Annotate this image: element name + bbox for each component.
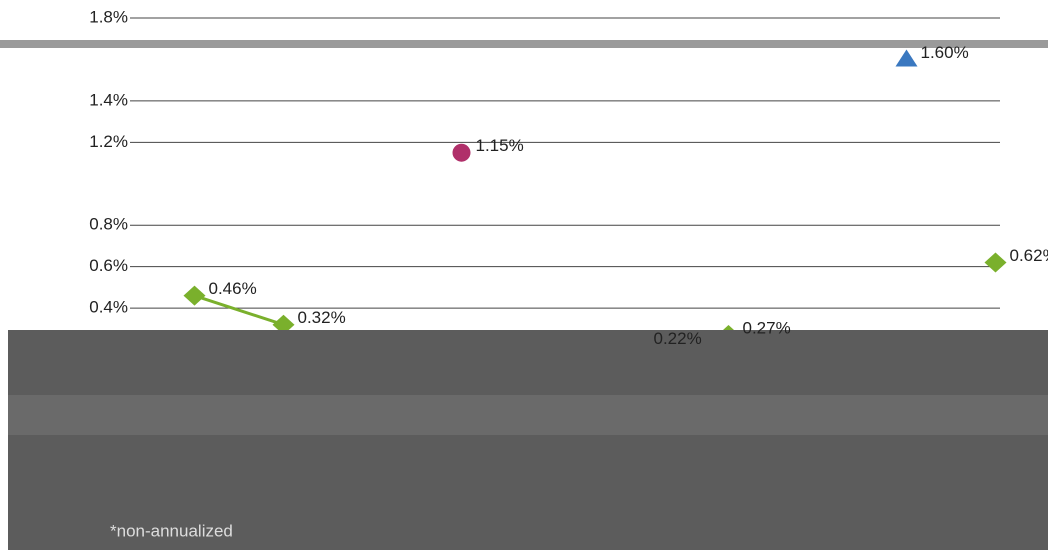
marker	[183, 285, 206, 306]
y-tick-label: 0.6%	[89, 256, 128, 275]
y-tick-label: 0.4%	[89, 298, 128, 317]
data-label: 0.27%	[743, 319, 791, 338]
y-tick-label: 0.8%	[89, 215, 128, 234]
glitch-strip	[8, 395, 1048, 435]
data-label: 0.62%	[1010, 246, 1048, 265]
data-label: 0.46%	[209, 279, 257, 298]
data-label: 1.15%	[476, 136, 524, 155]
marker	[984, 252, 1007, 273]
data-label: 1.60%	[921, 43, 969, 62]
marker	[272, 314, 295, 335]
glitch-block	[8, 330, 1048, 550]
y-tick-label: 1.8%	[89, 7, 128, 26]
footnote: *non-annualized	[110, 521, 233, 540]
glitch-band	[0, 40, 1048, 48]
marker	[452, 143, 471, 162]
series-line	[194, 294, 284, 327]
y-tick-label: 1.2%	[89, 132, 128, 151]
y-tick-label: 1.4%	[89, 90, 128, 109]
data-label: 0.32%	[298, 308, 346, 327]
marker	[895, 49, 918, 67]
data-label: 0.22%	[654, 329, 702, 348]
